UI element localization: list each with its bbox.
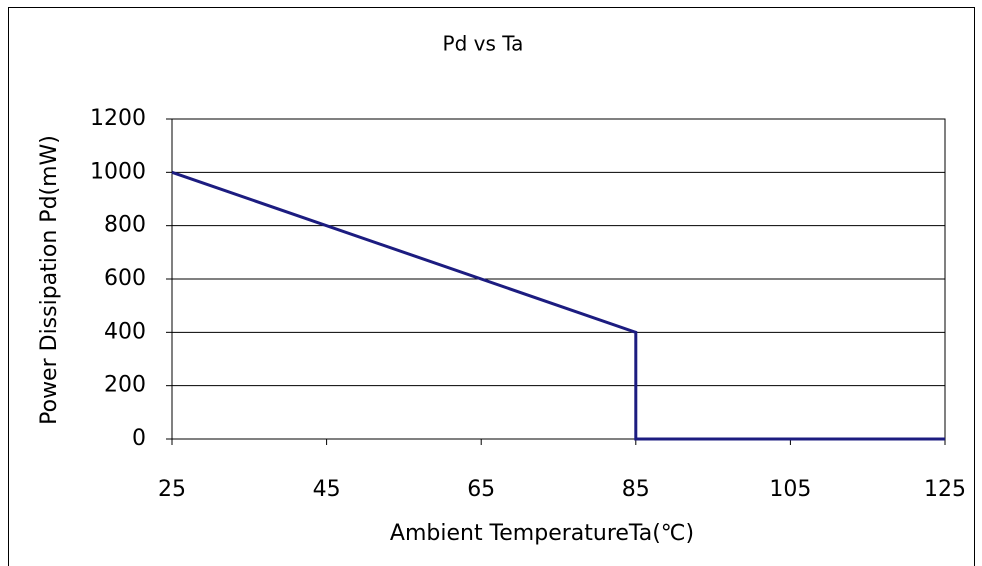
x-axis-label: Ambient TemperatureTa(℃) xyxy=(390,521,694,546)
y-tick-label: 800 xyxy=(104,213,146,238)
y-axis-label: Power Dissipation Pd(mW) xyxy=(37,135,62,425)
x-tick-label: 85 xyxy=(622,477,650,502)
x-tick-label: 25 xyxy=(158,477,186,502)
y-tick-label: 600 xyxy=(104,266,146,291)
chart-title: Pd vs Ta xyxy=(443,32,524,56)
x-tick-label: 125 xyxy=(924,477,966,502)
y-tick-label: 1000 xyxy=(90,159,146,184)
y-tick-label: 1200 xyxy=(90,106,146,131)
x-tick-label: 105 xyxy=(769,477,811,502)
y-tick-label: 400 xyxy=(104,319,146,344)
y-tick-label: 200 xyxy=(104,373,146,398)
data-line xyxy=(171,170,945,441)
x-tick-label: 45 xyxy=(313,477,341,502)
y-tick-label: 0 xyxy=(132,426,146,451)
x-tick-label: 65 xyxy=(467,477,495,502)
